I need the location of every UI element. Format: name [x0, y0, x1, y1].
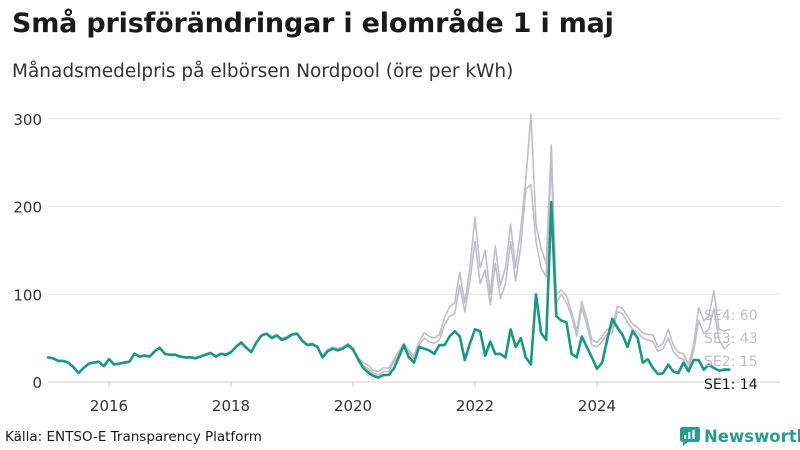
- x-tick-label-2024: 2024: [578, 397, 616, 415]
- series-label-se3: SE3: 43: [704, 331, 758, 347]
- chart-title: Små prisförändringar i elområde 1 i maj: [12, 8, 614, 39]
- axis-layer: 0 100 200 300 2016 2018 2020 2022 2024: [13, 111, 780, 415]
- series-label-se1: SE1: 14: [704, 377, 758, 393]
- series-layer: [46, 113, 731, 379]
- series-line-se4: [47, 113, 731, 374]
- x-tick-label-2020: 2020: [334, 397, 372, 415]
- y-tick-label-300: 300: [13, 111, 42, 129]
- y-tick-label-100: 100: [13, 286, 42, 304]
- series-line-se1: [46, 200, 731, 379]
- source-note: Källa: ENTSO-E Transparency Platform: [5, 429, 262, 445]
- series-line-se2: [47, 201, 731, 379]
- x-tick-label-2022: 2022: [456, 397, 494, 415]
- newsworthy-logo-icon: [680, 427, 700, 446]
- y-tick-label-0: 0: [32, 374, 42, 392]
- series-label-se4: SE4: 60: [704, 308, 758, 324]
- y-tick-label-200: 200: [13, 199, 42, 217]
- series-label-se2: SE2: 15: [704, 354, 758, 370]
- series-label-layer: SE4: 60 SE3: 43 SE2: 15 SE1: 14: [704, 308, 758, 393]
- brand-logo: Newsworthy: [680, 427, 800, 446]
- chart-subtitle: Månadsmedelpris på elbörsen Nordpool (ör…: [12, 61, 514, 82]
- x-tick-label-2016: 2016: [90, 397, 128, 415]
- brand-name: Newsworthy: [704, 427, 800, 446]
- grid-layer: [48, 118, 780, 295]
- x-tick-label-2018: 2018: [212, 397, 250, 415]
